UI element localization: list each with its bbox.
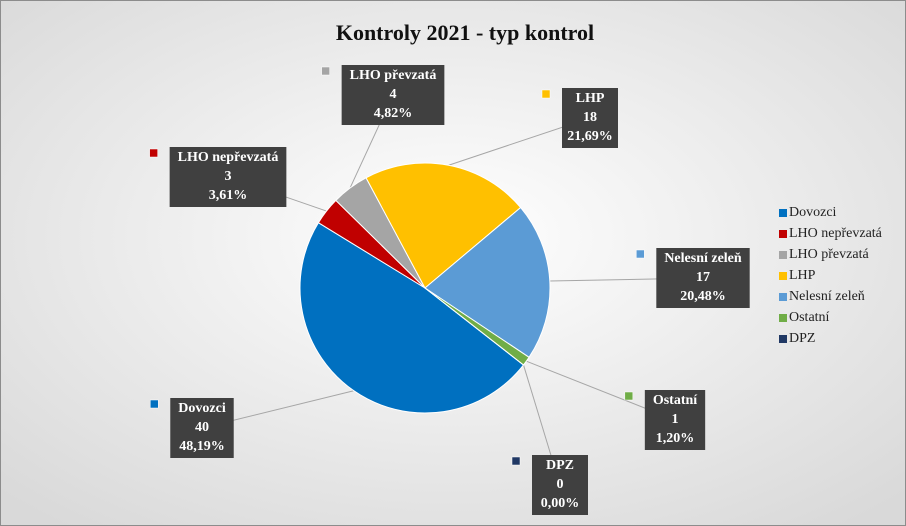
label-name: Ostatní bbox=[653, 393, 698, 408]
legend-label: Dovozci bbox=[789, 205, 837, 220]
label-box bbox=[656, 248, 750, 308]
label-key bbox=[321, 66, 330, 76]
pie-slice bbox=[424, 206, 551, 358]
chart-title: Kontroly 2021 - typ kontrol bbox=[336, 20, 594, 45]
label-box bbox=[644, 390, 706, 450]
data-label: Dovozci 40 48,19% bbox=[150, 398, 234, 458]
legend-swatch bbox=[779, 251, 787, 259]
data-label: LHP 18 21,69% bbox=[541, 88, 618, 148]
data-label: LHO nepřevzatá 3 3,61% bbox=[149, 147, 287, 207]
label-percent: 0,00% bbox=[541, 496, 580, 511]
label-box bbox=[170, 398, 234, 458]
pie-slice bbox=[424, 287, 524, 366]
legend-label: Ostatní bbox=[789, 310, 830, 325]
label-key bbox=[541, 89, 551, 99]
label-key bbox=[511, 456, 521, 466]
label-box bbox=[169, 147, 287, 207]
label-value: 17 bbox=[696, 270, 710, 285]
legend-label: LHP bbox=[789, 268, 816, 283]
legend-label: Nelesní zeleň bbox=[789, 289, 865, 304]
data-label: Ostatní 1 1,20% bbox=[624, 390, 706, 450]
label-value: 0 bbox=[557, 477, 564, 492]
legend-swatch bbox=[779, 314, 787, 322]
legend-swatch bbox=[779, 293, 787, 301]
legend-swatch bbox=[779, 272, 787, 280]
label-key bbox=[636, 249, 645, 259]
label-name: LHO převzatá bbox=[350, 68, 437, 83]
label-box bbox=[532, 455, 588, 515]
legend-swatch bbox=[779, 230, 787, 238]
data-label: DPZ 0 0,00% bbox=[511, 455, 588, 515]
label-value: 1 bbox=[672, 412, 679, 427]
data-label: LHO převzatá 4 4,82% bbox=[321, 65, 445, 125]
label-percent: 20,48% bbox=[680, 289, 726, 304]
label-percent: 4,82% bbox=[374, 106, 413, 121]
label-name: LHO nepřevzatá bbox=[178, 150, 279, 165]
label-value: 40 bbox=[195, 420, 209, 435]
legend-label: LHO převzatá bbox=[789, 247, 869, 262]
label-value: 3 bbox=[225, 169, 232, 184]
data-label: Nelesní zeleň 17 20,48% bbox=[636, 248, 750, 308]
label-percent: 48,19% bbox=[179, 439, 225, 454]
label-box bbox=[562, 88, 618, 148]
legend-swatch bbox=[779, 209, 787, 217]
label-percent: 1,20% bbox=[656, 431, 695, 446]
label-value: 4 bbox=[390, 87, 397, 102]
label-name: Dovozci bbox=[178, 401, 226, 416]
legend-swatch bbox=[779, 335, 787, 343]
label-name: DPZ bbox=[546, 458, 574, 473]
legend-label: DPZ bbox=[789, 331, 815, 346]
label-percent: 21,69% bbox=[567, 129, 613, 144]
label-value: 18 bbox=[583, 110, 597, 125]
label-key bbox=[624, 391, 634, 401]
label-box bbox=[341, 65, 445, 125]
label-key bbox=[150, 399, 159, 409]
label-percent: 3,61% bbox=[209, 188, 248, 203]
slices bbox=[299, 162, 551, 414]
label-name: Nelesní zeleň bbox=[664, 251, 742, 266]
label-name: LHP bbox=[576, 91, 605, 106]
legend-label: LHO nepřevzatá bbox=[789, 226, 883, 241]
pie-slice bbox=[299, 222, 525, 414]
pie-slice bbox=[365, 162, 522, 289]
label-key bbox=[149, 148, 158, 158]
